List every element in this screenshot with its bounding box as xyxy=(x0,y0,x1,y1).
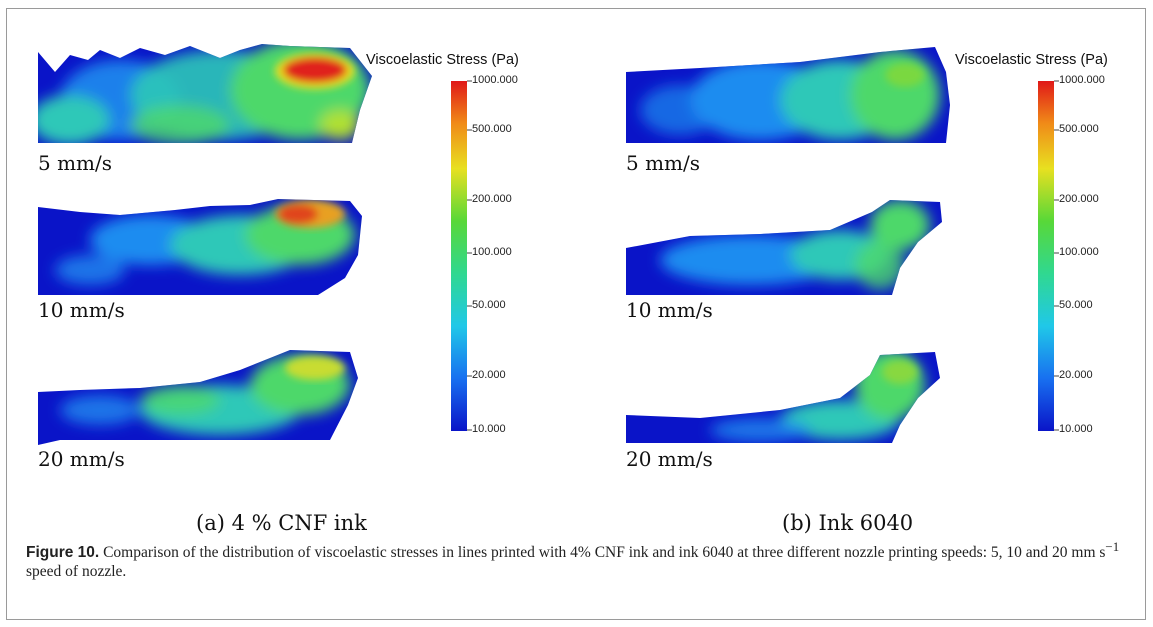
colorbar-a-tick: 1000.000 xyxy=(472,74,518,86)
colorbar-a-tick: 20.000 xyxy=(472,369,506,381)
colorbar-a-tick: 500.000 xyxy=(472,123,512,135)
speed-label-b-20: 20 mm/s xyxy=(626,447,713,471)
colorbar-a-title: Viscoelastic Stress (Pa) xyxy=(366,52,519,68)
colorbar-b-tick: 100.000 xyxy=(1059,246,1099,258)
speed-label-b-5: 5 mm/s xyxy=(626,151,701,175)
colorbar-b-tick: 200.000 xyxy=(1059,193,1099,205)
figure-caption: Figure 10. Comparison of the distributio… xyxy=(26,537,1126,581)
colorbar-a xyxy=(451,80,472,431)
colorbar-b-tick: 20.000 xyxy=(1059,369,1093,381)
colorbar-b-tick: 500.000 xyxy=(1059,123,1099,135)
colorbar-a-tick: 50.000 xyxy=(472,299,506,311)
colorbar-a-tick: 100.000 xyxy=(472,246,512,258)
figure-label: Figure 10. xyxy=(26,544,100,562)
colorbar-b-tick: 10.000 xyxy=(1059,423,1093,435)
plot-a-20mms xyxy=(38,350,358,445)
plot-b-10mms xyxy=(626,200,942,295)
colorbar-b-title: Viscoelastic Stress (Pa) xyxy=(955,52,1108,68)
caption-tail: speed of nozzle. xyxy=(26,563,127,581)
plot-b-20mms xyxy=(626,352,940,443)
plot-b-5mms xyxy=(626,47,950,143)
caption-text: Comparison of the distribution of viscoe… xyxy=(103,544,1106,562)
speed-label-b-10: 10 mm/s xyxy=(626,298,713,322)
subcaption-b: (b) Ink 6040 xyxy=(782,511,914,535)
colorbar-b xyxy=(1038,80,1059,431)
subcaption-a: (a) 4 % CNF ink xyxy=(196,511,367,535)
colorbar-b-ramp xyxy=(1038,81,1054,431)
caption-superscript: −1 xyxy=(1105,539,1120,554)
colorbar-b-tick: 1000.000 xyxy=(1059,74,1105,86)
plot-a-10mms xyxy=(38,199,362,295)
colorbar-a-tick: 10.000 xyxy=(472,423,506,435)
colorbar-a-tick: 200.000 xyxy=(472,193,512,205)
plot-a-5mms xyxy=(38,44,372,143)
speed-label-a-10: 10 mm/s xyxy=(38,298,125,322)
colorbar-b-tick: 50.000 xyxy=(1059,299,1093,311)
speed-label-a-5: 5 mm/s xyxy=(38,151,113,175)
figure-frame xyxy=(6,8,1146,620)
colorbar-a-ramp xyxy=(451,81,467,431)
speed-label-a-20: 20 mm/s xyxy=(38,447,125,471)
